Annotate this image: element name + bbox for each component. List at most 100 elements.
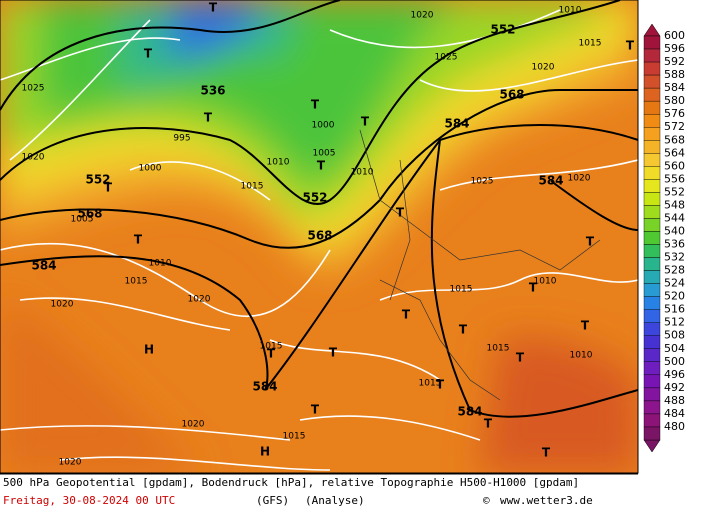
colorbar-swatch [643,192,661,206]
low-marker: T [484,417,493,431]
colorbar-swatch [643,374,661,389]
colorbar-label: 576 [664,107,685,120]
colorbar-swatch [643,361,661,376]
geopotential-label: 536 [200,84,225,98]
colorbar-swatch [643,283,661,297]
pressure-label: 1020 [532,63,555,73]
colorbar-label: 584 [664,81,685,94]
colorbar-label: 512 [664,316,685,329]
low-marker: T [329,346,338,360]
low-marker: T [209,1,218,15]
colorbar-label: 544 [664,211,685,224]
pressure-label: 1015 [579,39,602,49]
colorbar-label: 592 [664,55,685,68]
low-marker: T [529,281,538,295]
geopotential-label: 552 [490,23,515,37]
colorbar-swatch [643,166,661,180]
colorbar-swatch [643,270,661,284]
colorbar-swatch [643,335,661,349]
geopotential-label: 552 [302,191,327,205]
colorbar-label: 536 [664,238,685,251]
colorbar-label: 568 [664,133,685,146]
low-marker: T [204,111,213,125]
pressure-label: 1015 [125,277,148,287]
pressure-label: 1005 [313,149,336,159]
pressure-label: 1005 [71,215,94,225]
colorbar-swatch [643,426,661,441]
pressure-label: 1000 [312,121,335,131]
colorbar-swatch [643,113,661,128]
colorbar-label: 504 [664,342,685,355]
colorbar-swatch [643,140,661,154]
low-marker: T [144,47,153,61]
colorbar-label: 500 [664,355,685,368]
geopotential-label: 568 [499,88,524,102]
colorbar-swatch [643,296,661,310]
footer-description: 500 hPa Geopotential [gpdam], Bodendruck… [3,476,579,489]
high-marker: H [144,343,154,357]
low-marker: T [516,351,525,365]
pressure-label: 1020 [22,153,45,163]
colorbar-label: 564 [664,146,685,159]
low-marker: T [436,378,445,392]
colorbar-swatch [643,257,661,271]
colorbar-swatch [643,231,661,245]
colorbar-label: 532 [664,251,685,264]
colorbar-label: 572 [664,120,685,133]
colorbar: 6005965925885845805765725685645605565525… [643,23,685,453]
colorbar-swatch [643,413,661,428]
low-marker: T [459,323,468,337]
pressure-label: 1010 [149,259,172,269]
pressure-label: 1015 [241,182,264,192]
pressure-label: 1020 [188,295,211,305]
pressure-label: 1025 [435,53,458,63]
pressure-label: 1020 [568,174,591,184]
geopotential-label: 584 [252,380,277,394]
colorbar-label: 528 [664,264,685,277]
colorbar-swatch [643,100,661,115]
low-marker: T [317,159,326,173]
colorbar-label: 488 [664,394,685,407]
pressure-label: 1020 [51,300,74,310]
colorbar-label: 588 [664,68,685,81]
colorbar-label: 600 [664,29,685,42]
isobars [0,9,638,471]
colorbar-swatch [643,309,661,323]
geopotential-label: 584 [444,117,469,131]
low-marker: T [626,39,635,53]
map-frame [0,0,639,474]
pressure-label: 1010 [267,158,290,168]
colorbar-label: 552 [664,185,685,198]
pressure-label: 1015 [450,285,473,295]
geopotential-label: 584 [538,174,563,188]
pressure-label: 1015 [487,344,510,354]
pressure-label: 1015 [419,379,442,389]
pressure-label: 1010 [534,277,557,287]
colorbar-bottom-arrow [643,439,661,453]
colorbar-label: 540 [664,224,685,237]
map-field [0,0,638,473]
pressure-label: 1025 [471,177,494,187]
geopotential-lines [0,0,638,418]
low-marker: T [396,206,405,220]
colorbar-label: 556 [664,172,685,185]
colorbar-swatch [643,205,661,219]
colorbar-swatch [643,87,661,102]
colorbar-swatch [643,74,661,89]
colorbar-label: 560 [664,159,685,172]
pressure-label: 1020 [59,458,82,468]
footer-model: (GFS) [256,494,289,507]
footer-site: www.wetter3.de [500,494,593,507]
pressure-label: 1000 [139,164,162,174]
low-marker: T [311,98,320,112]
colorbar-swatch [643,218,661,232]
pressure-label: 1020 [182,420,205,430]
colorbar-top-arrow [643,23,661,37]
colorbar-swatch [643,387,661,402]
colorbar-label: 596 [664,42,685,55]
colorbar-label: 508 [664,329,685,342]
colorbar-swatch [643,48,661,63]
low-marker: T [311,403,320,417]
